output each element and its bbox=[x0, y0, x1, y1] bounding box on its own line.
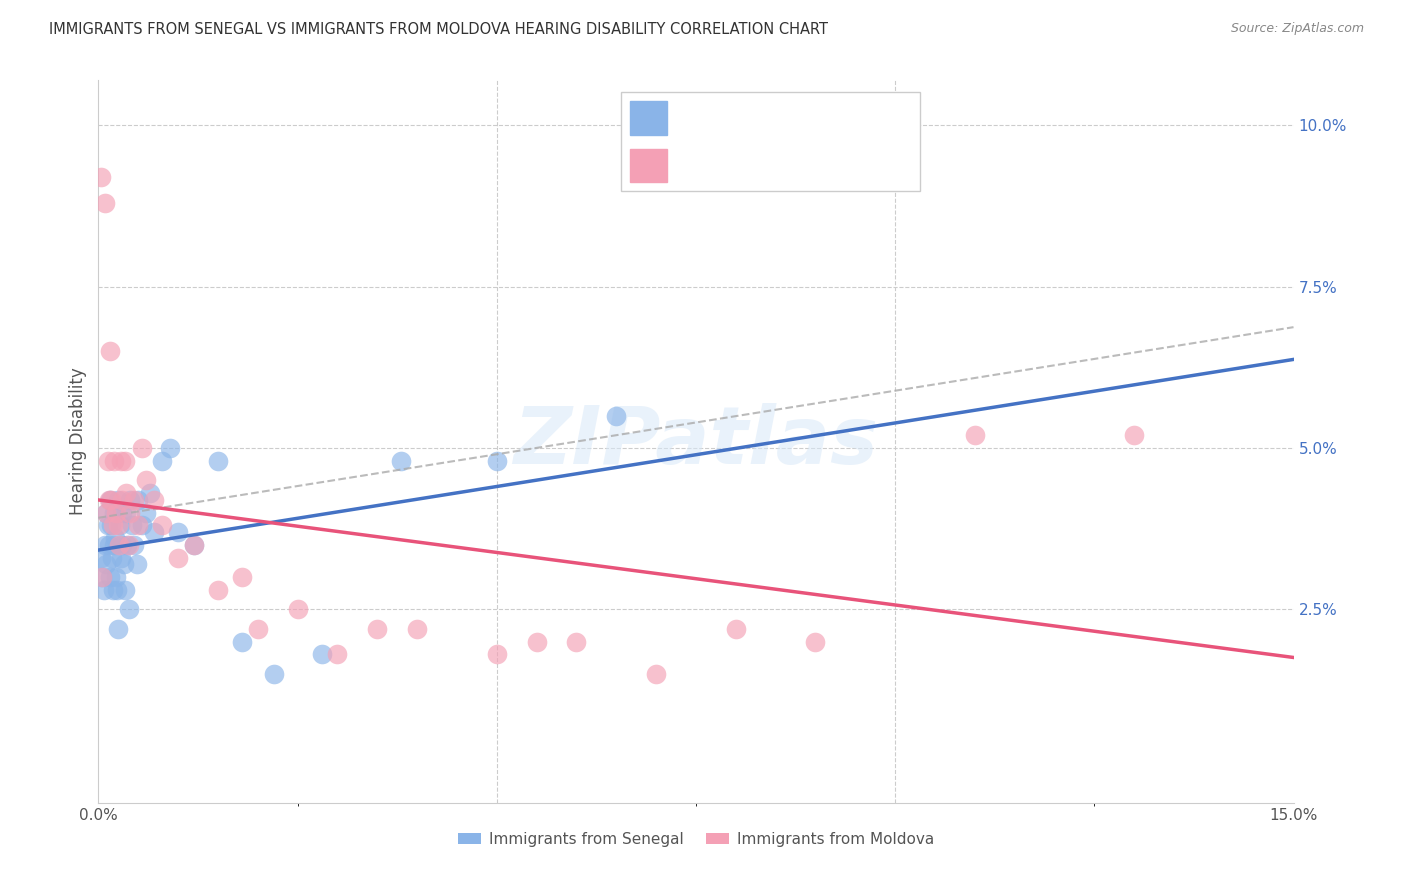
Point bbox=[97, 518, 120, 533]
Point bbox=[111, 538, 134, 552]
Point bbox=[96, 557, 118, 571]
Point bbox=[326, 648, 349, 662]
Point bbox=[207, 454, 229, 468]
Point bbox=[131, 441, 153, 455]
Text: Source: ZipAtlas.com: Source: ZipAtlas.com bbox=[1230, 22, 1364, 36]
Point bbox=[93, 582, 115, 597]
Point bbox=[105, 582, 128, 597]
Point bbox=[406, 622, 429, 636]
Point bbox=[150, 454, 173, 468]
Point bbox=[724, 622, 747, 636]
Point bbox=[231, 634, 253, 648]
Point bbox=[1123, 428, 1146, 442]
Point bbox=[485, 648, 508, 662]
Point bbox=[124, 538, 146, 552]
Point bbox=[97, 538, 120, 552]
Point bbox=[110, 454, 132, 468]
Point bbox=[104, 506, 127, 520]
Point bbox=[110, 550, 132, 565]
Point bbox=[107, 622, 129, 636]
Point bbox=[111, 506, 134, 520]
Point bbox=[207, 582, 229, 597]
Point bbox=[115, 486, 138, 500]
Point bbox=[121, 518, 143, 533]
Point bbox=[112, 557, 135, 571]
Text: IMMIGRANTS FROM SENEGAL VS IMMIGRANTS FROM MOLDOVA HEARING DISABILITY CORRELATIO: IMMIGRANTS FROM SENEGAL VS IMMIGRANTS FR… bbox=[49, 22, 828, 37]
Point bbox=[91, 570, 114, 584]
Point bbox=[183, 538, 205, 552]
Point bbox=[139, 486, 162, 500]
Point bbox=[103, 506, 125, 520]
Point bbox=[115, 506, 138, 520]
Point bbox=[100, 518, 122, 533]
Point bbox=[120, 492, 142, 507]
Point bbox=[94, 538, 117, 552]
Point bbox=[103, 454, 125, 468]
Point bbox=[183, 538, 205, 552]
Point bbox=[107, 518, 129, 533]
Point bbox=[111, 492, 134, 507]
Point bbox=[104, 570, 127, 584]
Point bbox=[485, 454, 508, 468]
Point bbox=[526, 634, 548, 648]
Point bbox=[963, 428, 986, 442]
Point bbox=[135, 473, 157, 487]
Point bbox=[98, 344, 122, 359]
Point bbox=[101, 582, 124, 597]
Point bbox=[98, 492, 122, 507]
Point bbox=[143, 524, 166, 539]
Point bbox=[91, 570, 114, 584]
Point bbox=[246, 622, 269, 636]
Point bbox=[231, 570, 253, 584]
Point bbox=[150, 518, 173, 533]
Point bbox=[159, 441, 181, 455]
Point bbox=[645, 666, 668, 681]
Point bbox=[96, 506, 118, 520]
Text: ZIPatlas: ZIPatlas bbox=[513, 402, 879, 481]
Point bbox=[167, 550, 190, 565]
Point bbox=[804, 634, 827, 648]
Point bbox=[120, 506, 142, 520]
Point bbox=[94, 195, 117, 210]
Point bbox=[127, 492, 149, 507]
Point bbox=[100, 492, 122, 507]
Point bbox=[90, 550, 112, 565]
Point bbox=[98, 570, 121, 584]
Point bbox=[124, 492, 146, 507]
Point bbox=[287, 602, 309, 616]
Point bbox=[118, 538, 141, 552]
Point bbox=[118, 602, 141, 616]
Point bbox=[131, 518, 153, 533]
Point bbox=[90, 169, 112, 184]
Point bbox=[135, 506, 157, 520]
Point bbox=[565, 634, 588, 648]
Point bbox=[104, 531, 127, 545]
Point bbox=[101, 518, 124, 533]
Point bbox=[114, 454, 136, 468]
Point bbox=[96, 506, 118, 520]
Point bbox=[366, 622, 388, 636]
Point bbox=[127, 518, 149, 533]
Point bbox=[108, 538, 131, 552]
Point bbox=[389, 454, 412, 468]
Point bbox=[97, 454, 120, 468]
Point bbox=[114, 582, 136, 597]
Point bbox=[107, 492, 129, 507]
Point bbox=[125, 557, 148, 571]
Point bbox=[311, 648, 333, 662]
Point bbox=[605, 409, 627, 423]
Point bbox=[167, 524, 190, 539]
Point bbox=[97, 492, 120, 507]
Point bbox=[108, 518, 131, 533]
Point bbox=[263, 666, 285, 681]
Point bbox=[143, 492, 166, 507]
Point bbox=[115, 538, 138, 552]
Point bbox=[103, 538, 125, 552]
Point bbox=[101, 550, 124, 565]
Legend: Immigrants from Senegal, Immigrants from Moldova: Immigrants from Senegal, Immigrants from… bbox=[451, 826, 941, 853]
Y-axis label: Hearing Disability: Hearing Disability bbox=[69, 368, 87, 516]
